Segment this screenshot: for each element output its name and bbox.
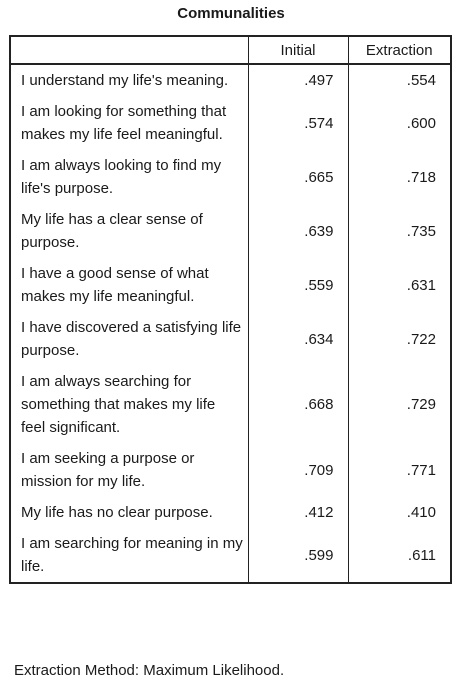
row-label: I am always searching for something that… <box>9 366 249 443</box>
row-label: I am always looking to find my life's pu… <box>9 150 249 204</box>
initial-value: .639 <box>248 204 349 258</box>
extraction-value: .718 <box>348 150 452 204</box>
table-row: I have a good sense of what makes my lif… <box>9 258 452 312</box>
row-label: My life has a clear sense of purpose. <box>9 204 249 258</box>
extraction-value: .722 <box>348 312 452 366</box>
initial-value: .599 <box>248 528 349 584</box>
row-label: I am looking for something that makes my… <box>9 96 249 150</box>
row-label: I have a good sense of what makes my lif… <box>9 258 249 312</box>
initial-value: .668 <box>248 366 349 443</box>
row-label: I am seeking a purpose or mission for my… <box>9 443 249 497</box>
extraction-value: .600 <box>348 96 452 150</box>
initial-value: .574 <box>248 96 349 150</box>
extraction-value: .554 <box>348 64 452 96</box>
table-row: I understand my life's meaning. .497 .55… <box>9 64 452 96</box>
table-row: I am looking for something that makes my… <box>9 96 452 150</box>
table-row: I am seeking a purpose or mission for my… <box>9 443 452 497</box>
initial-value: .559 <box>248 258 349 312</box>
extraction-value: .410 <box>348 497 452 528</box>
header-row: Initial Extraction <box>9 35 452 65</box>
table-row: I have discovered a satisfying life purp… <box>9 312 452 366</box>
table-row: I am always looking to find my life's pu… <box>9 150 452 204</box>
header-initial: Initial <box>247 35 349 65</box>
row-label: My life has no clear purpose. <box>9 497 249 528</box>
table-footnote: Extraction Method: Maximum Likelihood. <box>14 662 285 679</box>
initial-value: .634 <box>248 312 349 366</box>
row-label: I have discovered a satisfying life purp… <box>9 312 249 366</box>
row-label: I am searching for meaning in my life. <box>9 528 249 584</box>
row-label: I understand my life's meaning. <box>9 64 249 96</box>
extraction-value: .631 <box>348 258 452 312</box>
table-row: My life has a clear sense of purpose. .6… <box>9 204 452 258</box>
table-row: My life has no clear purpose. .412 .410 <box>9 497 452 528</box>
table-title: Communalities <box>177 5 285 22</box>
table-row: I am always searching for something that… <box>9 366 452 443</box>
initial-value: .497 <box>248 64 349 96</box>
header-extraction: Extraction <box>347 35 452 65</box>
extraction-value: .611 <box>348 528 452 584</box>
header-corner <box>9 35 249 65</box>
communalities-table: Initial Extraction I understand my life'… <box>9 35 452 584</box>
initial-value: .412 <box>248 497 349 528</box>
initial-value: .709 <box>248 443 349 497</box>
initial-value: .665 <box>248 150 349 204</box>
extraction-value: .735 <box>348 204 452 258</box>
table-row: I am searching for meaning in my life. .… <box>9 528 452 584</box>
extraction-value: .771 <box>348 443 452 497</box>
extraction-value: .729 <box>348 366 452 443</box>
